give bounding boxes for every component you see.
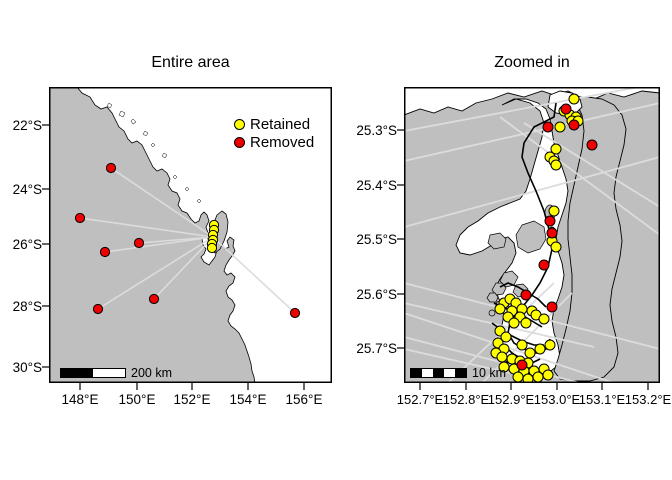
left-xaxis-ticks <box>79 383 305 390</box>
removed-marker-icon <box>234 137 245 148</box>
left-scalebar-label: 200 km <box>131 366 172 380</box>
scalebar-segment <box>433 369 444 377</box>
legend-label-removed: Removed <box>250 133 315 151</box>
legend-item-retained: Retained <box>234 116 314 133</box>
left-xtick-label-3: 154°E <box>229 392 267 407</box>
right-ytick-label-0: 25.3°S <box>356 123 397 138</box>
right-panel-title: Zoomed in <box>494 54 570 71</box>
left-xtick-label-4: 156°E <box>285 392 323 407</box>
retained-points-left <box>206 219 220 254</box>
removed-points-left <box>74 162 301 319</box>
retained-marker-icon <box>234 119 245 130</box>
right-xtick-label-1: 152.8°E <box>442 392 490 407</box>
hervey-bay-water <box>404 87 660 116</box>
left-xtick-label-0: 148°E <box>61 392 99 407</box>
scalebar-segment <box>455 369 466 377</box>
legend-label-retained: Retained <box>250 115 311 133</box>
scalebar-segment <box>93 369 125 377</box>
left-panel-map <box>49 87 332 383</box>
left-xtick-label-1: 150°E <box>118 392 156 407</box>
right-panel-plot <box>404 87 660 383</box>
right-panel-frame <box>404 87 660 383</box>
connector-lines <box>79 167 296 314</box>
left-xtick-label-2: 152°E <box>173 392 211 407</box>
right-scalebar-bar <box>410 368 467 378</box>
left-panel-plot <box>49 87 332 383</box>
right-xtick-label-3: 153.0°E <box>533 392 581 407</box>
left-ytick-label-2: 26°S <box>12 237 42 252</box>
right-scalebar-label: 10 km <box>472 366 507 380</box>
right-xtick-label-5: 153.2°E <box>624 392 672 407</box>
left-ytick-label-1: 24°S <box>12 182 42 197</box>
scalebar-segment <box>61 369 93 377</box>
left-ytick-label-3: 28°S <box>12 299 42 314</box>
right-xtick-label-4: 153.1°E <box>578 392 626 407</box>
left-ytick-label-4: 30°S <box>12 360 42 375</box>
right-axis-ticks <box>397 129 404 349</box>
right-ytick-label-2: 25.5°S <box>356 232 397 247</box>
scalebar-segment <box>411 369 422 377</box>
removed-points-right <box>516 103 598 371</box>
left-scalebar: 200 km <box>60 366 172 380</box>
fraser-island-body <box>553 96 627 382</box>
right-xtick-label-2: 152.9°E <box>487 392 535 407</box>
scalebar-segment <box>422 369 433 377</box>
legend: Retained Removed <box>234 116 314 151</box>
right-ytick-label-3: 25.6°S <box>356 287 397 302</box>
right-scalebar: 10 km <box>410 366 506 380</box>
left-axis-ticks <box>42 124 49 368</box>
left-panel-frame <box>49 87 332 383</box>
left-scalebar-bar <box>60 368 126 378</box>
right-xaxis-ticks <box>419 383 649 390</box>
legend-item-removed: Removed <box>234 134 314 151</box>
right-panel-map <box>404 87 660 383</box>
scalebar-segment <box>444 369 455 377</box>
right-ytick-label-4: 25.7°S <box>356 341 397 356</box>
left-ytick-label-0: 22°S <box>12 118 42 133</box>
right-xtick-label-0: 152.7°E <box>396 392 444 407</box>
left-panel-title: Entire area <box>151 54 230 71</box>
right-ytick-label-1: 25.4°S <box>356 178 397 193</box>
reef-islands <box>106 102 202 204</box>
